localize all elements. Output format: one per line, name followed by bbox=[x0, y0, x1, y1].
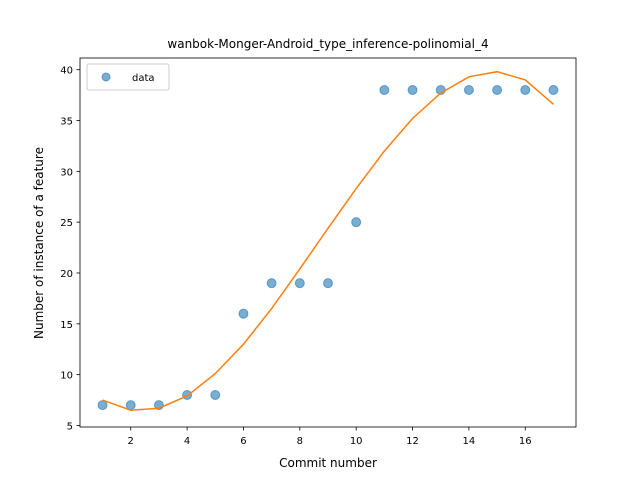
x-tick-label: 8 bbox=[297, 436, 303, 447]
x-tick-label: 12 bbox=[406, 436, 419, 447]
chart-title: wanbok-Monger-Android_type_inference-pol… bbox=[167, 37, 488, 51]
data-point bbox=[463, 85, 474, 96]
data-point bbox=[323, 278, 333, 289]
y-tick-label: 10 bbox=[60, 371, 73, 382]
legend-box bbox=[86, 63, 170, 91]
data-point bbox=[407, 85, 418, 96]
data-point bbox=[210, 389, 221, 400]
x-tick-label: 16 bbox=[519, 436, 532, 447]
data-point bbox=[351, 217, 362, 228]
y-axis-label: Number of instance of a feature bbox=[32, 147, 46, 339]
y-tick-label: 20 bbox=[60, 269, 73, 280]
x-tick-label: 6 bbox=[240, 436, 246, 447]
data-point bbox=[548, 85, 559, 96]
x-axis-label: Commit number bbox=[279, 456, 377, 470]
data-point bbox=[266, 278, 277, 289]
legend: data bbox=[86, 63, 170, 91]
y-tick-label: 25 bbox=[60, 218, 73, 229]
axes-frame bbox=[79, 57, 577, 428]
y-tick-label: 35 bbox=[60, 117, 73, 128]
y-tick-label: 15 bbox=[60, 320, 73, 331]
x-tick-label: 14 bbox=[463, 436, 476, 447]
plot-area bbox=[97, 70, 559, 411]
data-point bbox=[520, 85, 531, 96]
axes: 2 4 6 8 10 12 14 16 5 10 15 20 25 30 35 40 bbox=[60, 57, 577, 447]
legend-label-data: data bbox=[132, 73, 155, 84]
y-tick-label: 40 bbox=[60, 66, 73, 77]
x-tick-label: 10 bbox=[350, 436, 363, 447]
data-point bbox=[238, 308, 249, 319]
data-point bbox=[294, 278, 305, 289]
fit-line bbox=[102, 70, 554, 411]
y-tick-label: 5 bbox=[67, 421, 73, 432]
y-tick-label: 30 bbox=[60, 167, 73, 178]
data-point bbox=[492, 85, 503, 96]
x-tick-label: 4 bbox=[184, 436, 190, 447]
x-tick-label: 2 bbox=[128, 436, 134, 447]
legend-marker-data bbox=[101, 72, 111, 82]
data-point bbox=[379, 85, 390, 96]
